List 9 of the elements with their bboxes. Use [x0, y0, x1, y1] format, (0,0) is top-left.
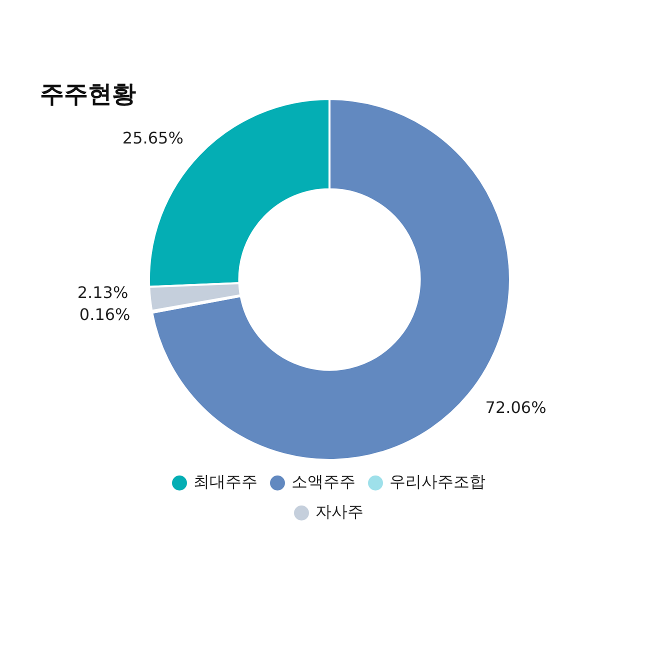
- data-label: 25.65%: [122, 128, 184, 148]
- data-label: 0.16%: [79, 304, 130, 324]
- data-label: 2.13%: [77, 282, 128, 302]
- legend-label: 소액주주: [292, 472, 356, 492]
- legend-label: 우리사주조합: [390, 472, 486, 492]
- chart-title: 주주현황: [40, 79, 136, 110]
- legend-label: 자사주: [316, 502, 364, 522]
- data-label: 72.06%: [485, 398, 546, 418]
- legend-label: 최대주주: [194, 472, 258, 492]
